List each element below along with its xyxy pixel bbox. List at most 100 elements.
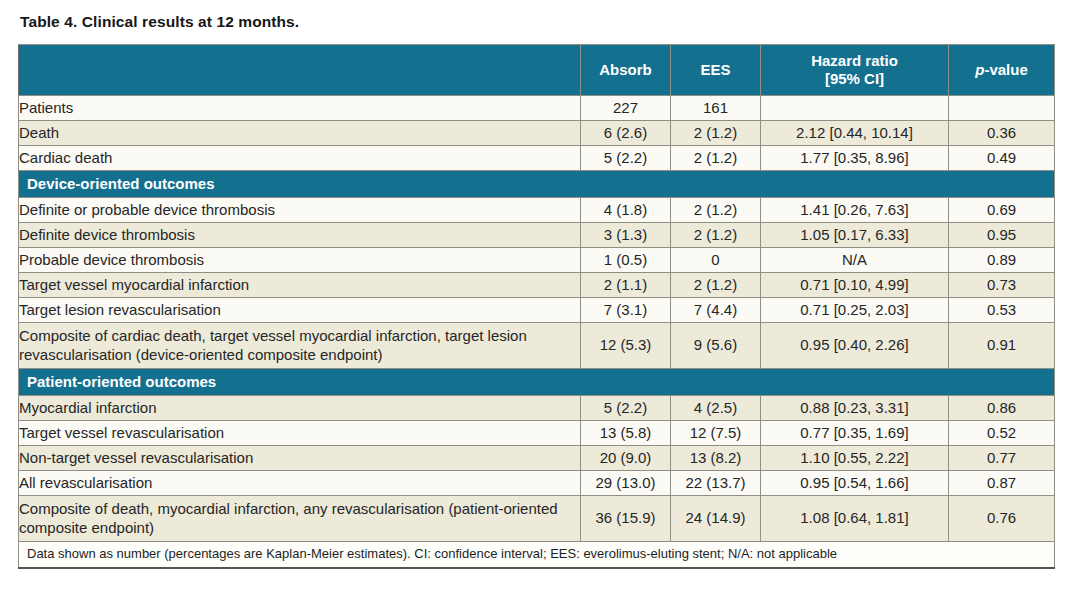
table-row-definite-thrombosis: Definite device thrombosis 3 (1.3) 2 (1.…: [19, 223, 1055, 248]
ees-value: 2 (1.2): [671, 223, 761, 248]
table-row-patients: Patients 227 161: [19, 96, 1055, 121]
p-value: 0.87: [949, 471, 1055, 496]
section-label: Device-oriented outcomes: [19, 171, 1055, 198]
ees-value: 7 (4.4): [671, 298, 761, 323]
p-value: 0.53: [949, 298, 1055, 323]
row-label: Myocardial infarction: [19, 396, 581, 421]
ees-value: 13 (8.2): [671, 446, 761, 471]
table-row-device-composite: Composite of cardiac death, target vesse…: [19, 323, 1055, 369]
footnote-text: Data shown as number (percentages are Ka…: [19, 542, 1055, 569]
header-p-value: p-value: [949, 45, 1055, 96]
ees-value: 2 (1.2): [671, 146, 761, 171]
table-row-myocardial-infarction: Myocardial infarction 5 (2.2) 4 (2.5) 0.…: [19, 396, 1055, 421]
hazard-ratio-value: [761, 96, 949, 121]
ees-value: 0: [671, 248, 761, 273]
p-value: 0.36: [949, 121, 1055, 146]
header-empty-cell: [19, 45, 581, 96]
absorb-value: 3 (1.3): [581, 223, 671, 248]
table-row-patient-composite: Composite of death, myocardial infarctio…: [19, 496, 1055, 542]
hazard-ratio-line2: [95% CI]: [825, 70, 884, 87]
ees-value: 4 (2.5): [671, 396, 761, 421]
section-label: Patient-oriented outcomes: [19, 369, 1055, 396]
row-label: Patients: [19, 96, 581, 121]
row-label: Composite of cardiac death, target vesse…: [19, 323, 581, 369]
hazard-ratio-value: 1.77 [0.35, 8.96]: [761, 146, 949, 171]
absorb-value: 13 (5.8): [581, 421, 671, 446]
ees-value: 22 (13.7): [671, 471, 761, 496]
table-footnote-row: Data shown as number (percentages are Ka…: [19, 542, 1055, 569]
hazard-ratio-value: 0.95 [0.40, 2.26]: [761, 323, 949, 369]
table-row-probable-thrombosis: Probable device thrombosis 1 (0.5) 0 N/A…: [19, 248, 1055, 273]
hazard-ratio-value: 1.05 [0.17, 6.33]: [761, 223, 949, 248]
p-value: 0.49: [949, 146, 1055, 171]
ees-value: 12 (7.5): [671, 421, 761, 446]
absorb-value: 5 (2.2): [581, 146, 671, 171]
absorb-value: 5 (2.2): [581, 396, 671, 421]
table-row-target-vessel-mi: Target vessel myocardial infarction 2 (1…: [19, 273, 1055, 298]
row-label: Death: [19, 121, 581, 146]
p-value: 0.76: [949, 496, 1055, 542]
absorb-value: 29 (13.0): [581, 471, 671, 496]
ees-value: 9 (5.6): [671, 323, 761, 369]
ees-value: 161: [671, 96, 761, 121]
section-device-oriented-outcomes: Device-oriented outcomes: [19, 171, 1055, 198]
clinical-results-table: Absorb EES Hazard ratio [95% CI] p-value…: [18, 44, 1055, 569]
table-row-definite-or-probable-thrombosis: Definite or probable device thrombosis 4…: [19, 198, 1055, 223]
row-label: Non-target vessel revascularisation: [19, 446, 581, 471]
hazard-ratio-value: 1.41 [0.26, 7.63]: [761, 198, 949, 223]
row-label: Definite or probable device thrombosis: [19, 198, 581, 223]
row-label: Composite of death, myocardial infarctio…: [19, 496, 581, 542]
row-label: Probable device thrombosis: [19, 248, 581, 273]
absorb-value: 2 (1.1): [581, 273, 671, 298]
p-value: 0.86: [949, 396, 1055, 421]
p-value: 0.91: [949, 323, 1055, 369]
absorb-value: 36 (15.9): [581, 496, 671, 542]
ees-value: 24 (14.9): [671, 496, 761, 542]
header-ees: EES: [671, 45, 761, 96]
ees-value: 2 (1.2): [671, 198, 761, 223]
p-value: 0.52: [949, 421, 1055, 446]
hazard-ratio-value: 0.71 [0.25, 2.03]: [761, 298, 949, 323]
ees-value: 2 (1.2): [671, 273, 761, 298]
row-label: All revascularisation: [19, 471, 581, 496]
p-value: 0.77: [949, 446, 1055, 471]
absorb-value: 6 (2.6): [581, 121, 671, 146]
row-label: Cardiac death: [19, 146, 581, 171]
hazard-ratio-value: 0.95 [0.54, 1.66]: [761, 471, 949, 496]
p-value: 0.69: [949, 198, 1055, 223]
section-patient-oriented-outcomes: Patient-oriented outcomes: [19, 369, 1055, 396]
hazard-ratio-value: 1.08 [0.64, 1.81]: [761, 496, 949, 542]
hazard-ratio-value: N/A: [761, 248, 949, 273]
absorb-value: 20 (9.0): [581, 446, 671, 471]
header-absorb: Absorb: [581, 45, 671, 96]
row-label: Target vessel revascularisation: [19, 421, 581, 446]
absorb-value: 12 (5.3): [581, 323, 671, 369]
absorb-value: 4 (1.8): [581, 198, 671, 223]
p-value: 0.95: [949, 223, 1055, 248]
table-title: Table 4. Clinical results at 12 months.: [20, 13, 299, 31]
hazard-ratio-value: 1.10 [0.55, 2.22]: [761, 446, 949, 471]
page: Table 4. Clinical results at 12 months. …: [0, 0, 1072, 602]
p-value: [949, 96, 1055, 121]
hazard-ratio-value: 2.12 [0.44, 10.14]: [761, 121, 949, 146]
p-value: 0.89: [949, 248, 1055, 273]
absorb-value: 1 (0.5): [581, 248, 671, 273]
p-value: 0.73: [949, 273, 1055, 298]
row-label: Target vessel myocardial infarction: [19, 273, 581, 298]
table-row-death: Death 6 (2.6) 2 (1.2) 2.12 [0.44, 10.14]…: [19, 121, 1055, 146]
p-rest: -value: [984, 61, 1027, 78]
hazard-ratio-value: 0.88 [0.23, 3.31]: [761, 396, 949, 421]
absorb-value: 7 (3.1): [581, 298, 671, 323]
table-row-target-vessel-revasc: Target vessel revascularisation 13 (5.8)…: [19, 421, 1055, 446]
hazard-ratio-value: 0.77 [0.35, 1.69]: [761, 421, 949, 446]
ees-value: 2 (1.2): [671, 121, 761, 146]
absorb-value: 227: [581, 96, 671, 121]
hazard-ratio-value: 0.71 [0.10, 4.99]: [761, 273, 949, 298]
row-label: Definite device thrombosis: [19, 223, 581, 248]
header-hazard-ratio: Hazard ratio [95% CI]: [761, 45, 949, 96]
table-row-non-target-vessel-revasc: Non-target vessel revascularisation 20 (…: [19, 446, 1055, 471]
table-row-target-lesion-revasc: Target lesion revascularisation 7 (3.1) …: [19, 298, 1055, 323]
table-row-all-revasc: All revascularisation 29 (13.0) 22 (13.7…: [19, 471, 1055, 496]
table-header-row: Absorb EES Hazard ratio [95% CI] p-value: [19, 45, 1055, 96]
hazard-ratio-line1: Hazard ratio: [811, 52, 898, 69]
